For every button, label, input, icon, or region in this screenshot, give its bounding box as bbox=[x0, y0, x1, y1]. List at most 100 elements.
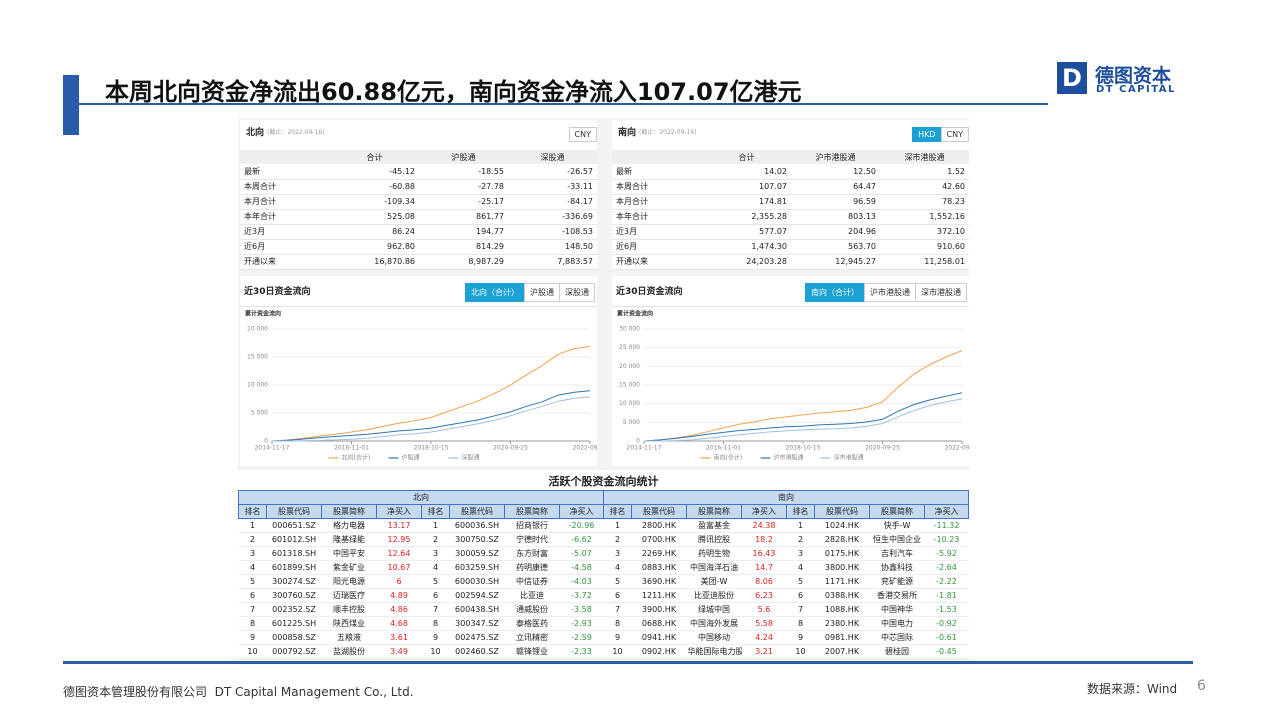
cell: 9 bbox=[786, 630, 815, 645]
y-tick-label: 15 000 bbox=[619, 382, 640, 389]
legend-label: 深市港股通 bbox=[834, 454, 864, 462]
tabs: 北向（合计） 沪股通 深股通 bbox=[465, 280, 595, 302]
cell: -1.53 bbox=[924, 602, 969, 617]
row-label: 本月合计 bbox=[240, 194, 330, 210]
cell: 中芯国际 bbox=[869, 630, 925, 645]
cell: 6 bbox=[603, 588, 632, 603]
cell: 药明康德 bbox=[504, 560, 560, 575]
cell: 601899.SH bbox=[266, 560, 322, 575]
cell: 9 bbox=[238, 630, 267, 645]
cell: 4.68 bbox=[376, 616, 422, 631]
cell: 1171.HK bbox=[814, 574, 870, 589]
footer-rule bbox=[63, 661, 1193, 664]
currency-button[interactable]: CNY bbox=[940, 127, 969, 142]
cell: 42.60 bbox=[880, 179, 969, 195]
cell: 148.50 bbox=[508, 239, 597, 255]
cell: -10.23 bbox=[924, 532, 969, 547]
cell: -5.07 bbox=[559, 546, 604, 561]
table-row: 6 300760.SZ 迈瑞医疗 4.89 6 002594.SZ 比亚迪 -3.72 6 121… bbox=[238, 588, 969, 603]
cell: 8.06 bbox=[741, 574, 787, 589]
cell: 4.24 bbox=[741, 630, 787, 645]
header-cell: 股票代码 bbox=[449, 504, 505, 519]
chart: 累计资金流向 0 5 000 10 000 15 000 20 000 2014-11-17… bbox=[240, 306, 597, 462]
cell: -0.61 bbox=[924, 630, 969, 645]
y-tick-label: 30 000 bbox=[619, 326, 640, 333]
header-row: 排名 股票代码 股票简称 净买入 排名 股票代码 股票简称 净买入 排名 股票代码 股票简称 净买入排… bbox=[238, 504, 969, 519]
header-cell: 股票代码 bbox=[631, 504, 687, 519]
cell: -26.57 bbox=[508, 164, 597, 180]
cell: 2 bbox=[421, 532, 450, 547]
cell: 1.52 bbox=[880, 164, 969, 180]
row-label: 本月合计 bbox=[612, 194, 702, 210]
cell: -5.92 bbox=[924, 546, 969, 561]
cell: 7,883.57 bbox=[508, 254, 597, 270]
cell: -20.96 bbox=[559, 518, 604, 533]
cell: -1.81 bbox=[924, 588, 969, 603]
cell: 1 bbox=[421, 518, 450, 533]
table-row: 3 601318.SH 中国平安 12.64 3 300059.SZ 东方财富 -5.07 3 2… bbox=[238, 546, 969, 561]
group-cell: 南向 bbox=[603, 490, 969, 505]
tab[interactable]: 北向（合计） bbox=[465, 283, 525, 302]
header-cell: 排名 bbox=[238, 504, 267, 519]
cell: 2269.HK bbox=[631, 546, 687, 561]
cell: 3.21 bbox=[741, 644, 787, 659]
cell: 碧桂园 bbox=[869, 644, 925, 659]
cell: 泰格医药 bbox=[504, 616, 560, 631]
panel-title: 南向 bbox=[618, 128, 637, 138]
cell: 803.13 bbox=[791, 209, 880, 225]
cell: 1024.HK bbox=[814, 518, 870, 533]
tab[interactable]: 沪股通 bbox=[524, 283, 560, 302]
cell: 1,474.30 bbox=[702, 239, 791, 255]
tab[interactable]: 南向（合计） bbox=[805, 283, 865, 302]
table-row: 1 000651.SZ 格力电器 13.17 1 600036.SH 招商银行 -20.96 1… bbox=[238, 518, 969, 533]
currency-button[interactable]: HKD bbox=[912, 127, 942, 142]
cell: 0981.HK bbox=[814, 630, 870, 645]
cell: 2380.HK bbox=[814, 616, 870, 631]
header-cell: 净买入 bbox=[924, 504, 969, 519]
section-title: 近30日资金流向 bbox=[616, 287, 683, 297]
cell: 000651.SZ bbox=[266, 518, 322, 533]
cell: -4.58 bbox=[559, 560, 604, 575]
cell: 绿城中国 bbox=[686, 602, 742, 617]
group-cell: 北向 bbox=[238, 490, 604, 505]
cell: 10 bbox=[421, 644, 450, 659]
table-row: 本月合计 174.81 96.59 78.23 bbox=[612, 194, 969, 210]
cell: 通威股份 bbox=[504, 602, 560, 617]
y-tick-label: 10 000 bbox=[247, 382, 268, 389]
row-label: 近3月 bbox=[240, 224, 330, 240]
header-cell: 深市港股通 bbox=[880, 150, 969, 164]
currency-button[interactable]: CNY bbox=[568, 127, 597, 142]
row-label: 本周合计 bbox=[240, 179, 330, 195]
tab[interactable]: 深股通 bbox=[559, 283, 595, 302]
cell: 中信证券 bbox=[504, 574, 560, 589]
row-label: 近6月 bbox=[240, 239, 330, 255]
tab[interactable]: 沪市港股通 bbox=[864, 283, 916, 302]
cell: 隆基绿能 bbox=[321, 532, 377, 547]
cell: 300347.SZ bbox=[449, 616, 505, 631]
header-cell: 股票简称 bbox=[686, 504, 742, 519]
table-row: 近3月 577.07 204.96 372.10 bbox=[612, 224, 969, 240]
cell: 7 bbox=[603, 602, 632, 617]
cell: 7 bbox=[421, 602, 450, 617]
cell: 814.29 bbox=[419, 239, 508, 255]
table-row: 5 300274.SZ 阳光电源 6 5 600030.SH 中信证券 -4.03 5 3690.… bbox=[238, 574, 969, 589]
cell: 4 bbox=[786, 560, 815, 575]
page-number: 6 bbox=[1197, 678, 1206, 694]
table-row: 本年合计 525.08 861.77 -336.69 bbox=[240, 209, 597, 225]
cell: 107.07 bbox=[702, 179, 791, 195]
header-cell: 沪市港股通 bbox=[791, 150, 880, 164]
cell: 18.2 bbox=[741, 532, 787, 547]
cell: 174.81 bbox=[702, 194, 791, 210]
title-rule bbox=[63, 103, 1048, 105]
cell: 2 bbox=[786, 532, 815, 547]
cell: 中国移动 bbox=[686, 630, 742, 645]
cell: 快手-W bbox=[869, 518, 925, 533]
cell: 招商银行 bbox=[504, 518, 560, 533]
table-row: 开通以来 16,870.86 8,987.29 7,883.57 bbox=[240, 254, 597, 270]
x-tick-label: 2020-09-25 bbox=[493, 445, 528, 452]
stock-table: 北向 南向 排名 股票代码 股票简称 净买入 排名 股票代码 股票简称 净买入 排名 股票代码 股票简称… bbox=[238, 490, 969, 659]
header-cell bbox=[240, 150, 330, 164]
cell: 000858.SZ bbox=[266, 630, 322, 645]
tab[interactable]: 深市港股通 bbox=[915, 283, 967, 302]
header-cell: 合计 bbox=[702, 150, 791, 164]
